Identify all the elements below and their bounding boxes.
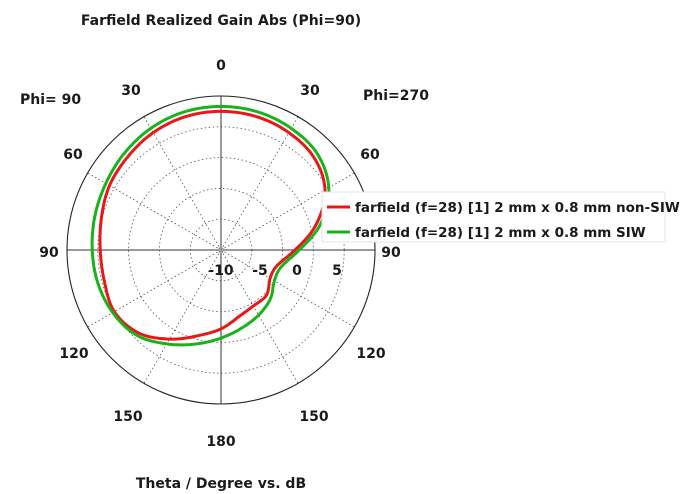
legend: farfield (f=28) [1] 2 mm x 0.8 mm non-SI… xyxy=(321,191,680,243)
angle-label-right-120: 120 xyxy=(356,346,385,362)
angle-label-left-30: 30 xyxy=(121,83,141,99)
grid-spoke xyxy=(220,249,299,384)
grid-spoke xyxy=(143,116,222,251)
phi-right-label: Phi=270 xyxy=(363,88,429,104)
radial-tick-label: 0 xyxy=(292,263,302,279)
grid-spoke xyxy=(220,249,355,328)
legend-box xyxy=(321,191,666,243)
grid-outer-ring xyxy=(66,95,376,405)
series-line-0 xyxy=(98,109,327,341)
legend-label-non-siw: farfield (f=28) [1] 2 mm x 0.8 mm non-SI… xyxy=(355,200,680,216)
x-axis-label: Theta / Degree vs. dB xyxy=(136,476,306,492)
angle-label-right-150: 150 xyxy=(299,409,328,425)
grid-spoke xyxy=(143,249,222,384)
chart-title: Farfield Realized Gain Abs (Phi=90) xyxy=(81,13,361,29)
grid-spoke xyxy=(87,249,222,328)
angle-label-right-90: 90 xyxy=(381,245,401,261)
radial-tick-label: -10 xyxy=(208,263,234,279)
grid-spoke xyxy=(220,116,299,251)
grid-spoke xyxy=(87,172,222,251)
polar-grid xyxy=(66,95,376,405)
angle-label-left-60: 60 xyxy=(63,147,83,163)
grid-spoke xyxy=(220,172,355,251)
radial-tick-label: 5 xyxy=(332,263,342,279)
series-traces xyxy=(90,105,331,347)
angle-label-left-120: 120 xyxy=(59,346,88,362)
center-point xyxy=(218,247,224,253)
angle-label-top: 0 xyxy=(216,58,226,74)
legend-label-siw: farfield (f=28) [1] 2 mm x 0.8 mm SIW xyxy=(355,225,646,241)
angle-label-right-30: 30 xyxy=(300,83,320,99)
angle-label-bottom: 180 xyxy=(206,434,235,450)
angle-label-right-60: 60 xyxy=(360,147,380,163)
series-line-1 xyxy=(90,105,331,347)
radial-tick-label: -5 xyxy=(252,263,268,279)
angle-label-left-90: 90 xyxy=(39,245,59,261)
angle-label-left-150: 150 xyxy=(113,409,142,425)
phi-left-label: Phi= 90 xyxy=(20,92,81,108)
